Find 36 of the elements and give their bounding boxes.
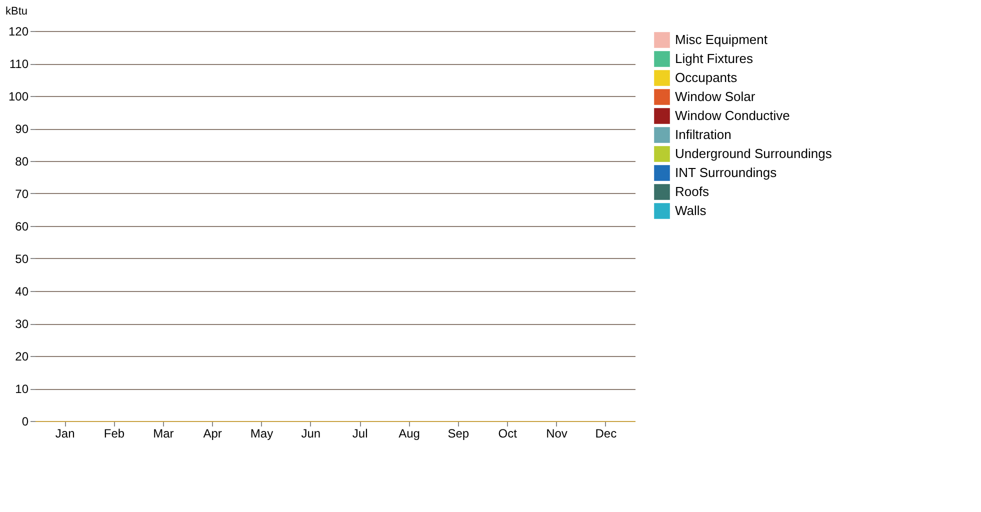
- y-tick-label: 120: [8, 24, 29, 38]
- y-axis-title: kBtu: [6, 6, 28, 18]
- x-tick-label: Nov: [546, 426, 568, 440]
- x-tick-label: Jun: [301, 426, 321, 440]
- y-tick-label: 90: [15, 122, 29, 136]
- legend-label: Window Conductive: [675, 108, 790, 123]
- x-tick-label: Mar: [153, 426, 174, 440]
- y-tick-label: 10: [15, 382, 29, 396]
- legend-label: Roofs: [675, 184, 710, 199]
- y-tick-label: 40: [15, 284, 29, 298]
- legend-label: Walls: [675, 203, 707, 218]
- y-tick-label: 30: [15, 317, 29, 331]
- x-tick-label: Aug: [398, 426, 420, 440]
- y-tick-label: 50: [15, 252, 29, 266]
- x-tick-label: Dec: [595, 426, 617, 440]
- x-tick-label: Feb: [104, 426, 125, 440]
- legend-label: Misc Equipment: [675, 32, 768, 47]
- legend-label: Underground Surroundings: [675, 146, 832, 161]
- y-tick-label: 60: [15, 220, 29, 234]
- y-tick-label: 110: [9, 57, 29, 71]
- y-tick-label: 20: [15, 350, 29, 364]
- x-tick-label: Apr: [203, 426, 222, 440]
- legend-label: INT Surroundings: [675, 165, 778, 180]
- x-tick-label: Jan: [55, 426, 75, 440]
- y-tick-label: 0: [22, 414, 29, 428]
- x-tick-label: Sep: [448, 426, 470, 440]
- y-tick-label: 100: [8, 90, 29, 104]
- legend-label: Infiltration: [675, 127, 732, 142]
- x-tick-label: May: [250, 426, 274, 440]
- y-tick-label: 70: [15, 187, 29, 201]
- legend-label: Occupants: [675, 70, 738, 85]
- legend-label: Light Fixtures: [675, 51, 754, 66]
- x-tick-label: Jul: [352, 426, 368, 440]
- legend-label: Window Solar: [675, 89, 756, 104]
- x-tick-label: Oct: [498, 426, 518, 440]
- y-tick-label: 80: [15, 154, 29, 168]
